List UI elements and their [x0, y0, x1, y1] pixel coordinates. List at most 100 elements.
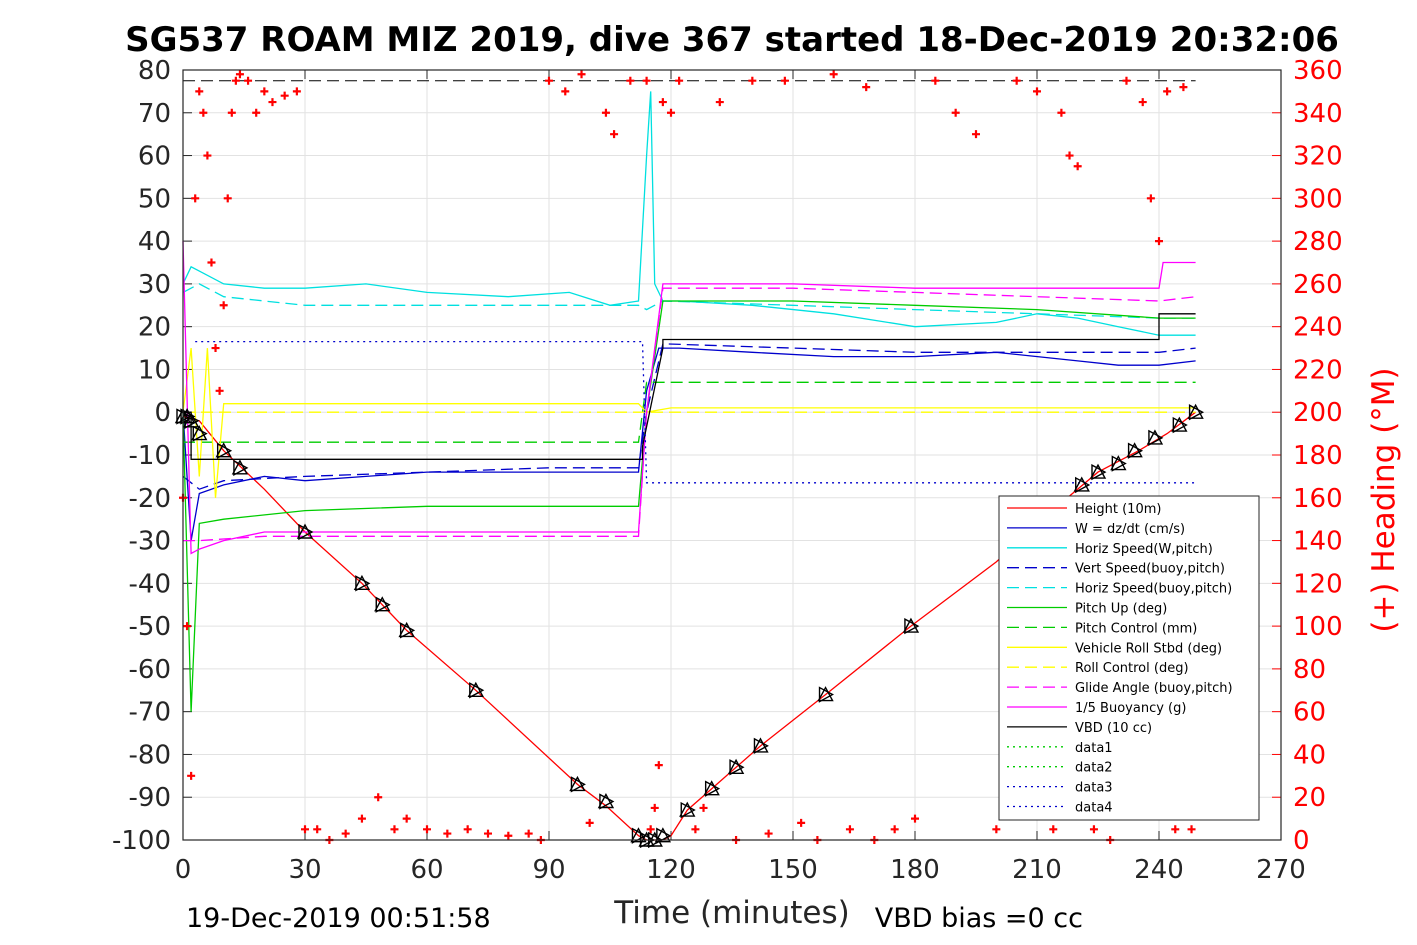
y-left-tick-label: 0 — [154, 398, 171, 428]
heading-point — [423, 825, 431, 834]
heading-point — [890, 825, 899, 834]
marker-triangle — [375, 596, 391, 613]
heading-point — [780, 76, 789, 85]
y-right-axis-label: (+) Heading (°M) — [1366, 367, 1402, 632]
heading-point — [748, 76, 757, 85]
series-line-4 — [182, 283, 1196, 319]
y-left-tick-label: -30 — [129, 527, 171, 557]
heading-point — [675, 76, 684, 85]
marker-triangle — [1188, 404, 1205, 421]
marker-triangle — [1172, 416, 1188, 434]
heading-point — [585, 818, 594, 827]
heading-point — [1179, 83, 1188, 92]
legend-label: Vert Speed(buoy,pitch) — [1075, 562, 1225, 577]
heading-point — [626, 76, 635, 85]
y-left-tick-label: 60 — [138, 142, 171, 172]
heading-point — [260, 87, 269, 96]
heading-point — [524, 829, 533, 838]
marker-triangle — [1127, 442, 1144, 459]
heading-point — [215, 386, 224, 395]
heading-point — [374, 793, 383, 802]
series-line-9 — [183, 287, 1196, 542]
y-left-tick-label: -10 — [129, 441, 171, 471]
marker-triangle — [298, 523, 314, 541]
heading-point — [1049, 825, 1058, 834]
marker-triangle — [570, 776, 586, 793]
series-line-7 — [182, 348, 1196, 498]
x-tick-label: 30 — [288, 855, 321, 885]
heading-point — [642, 76, 651, 85]
heading-point — [764, 829, 773, 838]
heading-point — [829, 70, 838, 79]
y-left-tick-label: 80 — [138, 56, 171, 86]
marker-triangle-up — [1089, 463, 1107, 479]
heading-point — [1012, 76, 1021, 85]
heading-point — [313, 825, 322, 834]
y-right-tick-label: 240 — [1293, 313, 1343, 343]
x-tick-label: 120 — [646, 855, 696, 885]
marker-triangle-up — [353, 574, 371, 591]
marker-triangle-up — [1187, 403, 1204, 419]
legend-label: Height (10m) — [1075, 502, 1161, 517]
legend-label: Horiz Speed(buoy,pitch) — [1075, 582, 1232, 597]
y-right-tick-label: 340 — [1293, 99, 1343, 129]
marker-triangle-up — [597, 793, 615, 809]
heading-point — [715, 98, 724, 107]
y-left-tick-label: 30 — [138, 270, 171, 300]
series-line-10 — [182, 241, 1196, 555]
legend-label: Glide Angle (buoy,pitch) — [1075, 681, 1233, 696]
heading-point — [227, 108, 236, 117]
series-line-2 — [182, 91, 1196, 336]
marker-triangle-up — [374, 596, 391, 612]
heading-point — [292, 87, 301, 96]
marker-triangle-up — [398, 621, 415, 638]
heading-point — [235, 70, 244, 79]
heading-point — [203, 151, 212, 160]
heading-point — [667, 108, 675, 117]
heading-point — [654, 761, 663, 770]
y-right-tick-label: 260 — [1293, 270, 1343, 300]
x-tick-label: 90 — [532, 855, 565, 885]
heading-point — [1122, 76, 1131, 85]
plot-frame — [182, 69, 1282, 841]
heading-points — [179, 70, 1196, 844]
heading-point — [691, 825, 700, 834]
x-tick-label: 180 — [890, 855, 940, 885]
heading-point — [601, 108, 610, 117]
y-left-tick-label: -90 — [129, 783, 171, 813]
heading-point — [223, 194, 232, 203]
heading-point — [301, 825, 309, 834]
marker-triangle — [184, 412, 200, 429]
footer-vbd-bias: VBD bias =0 cc — [875, 903, 1083, 934]
y-left-tick-label: 40 — [138, 227, 171, 257]
legend-label: data2 — [1075, 761, 1113, 776]
heading-point — [199, 108, 208, 117]
marker-triangle — [656, 827, 672, 844]
marker-triangle — [631, 827, 647, 844]
marker-triangle-up — [1110, 455, 1127, 471]
legend-label: Vehicle Roll Stbd (deg) — [1075, 641, 1222, 656]
marker-triangle-up — [703, 780, 720, 796]
legend-label: Pitch Control (mm) — [1075, 621, 1197, 636]
y-right-tick-label: 280 — [1293, 227, 1343, 257]
legend-label: data4 — [1075, 801, 1113, 816]
y-left-tick-label: 10 — [138, 355, 171, 385]
y-right-tick-label: 360 — [1293, 56, 1343, 86]
heading-point — [1033, 87, 1041, 96]
marker-triangle — [355, 575, 371, 592]
heading-point — [845, 825, 854, 834]
heading-point — [650, 803, 659, 812]
heading-point — [911, 814, 919, 823]
y-left-tick-label: -40 — [129, 569, 171, 599]
y-left-tick-label: 20 — [138, 313, 171, 343]
y-right-tick-label: 40 — [1293, 740, 1326, 770]
marker-triangle-up — [817, 686, 834, 702]
marker-triangle — [680, 801, 696, 819]
marker-triangle — [904, 617, 920, 635]
heading-point — [187, 771, 196, 780]
series-line-3 — [182, 343, 1196, 490]
marker-triangle-up — [191, 425, 208, 441]
marker-triangle-up — [727, 758, 745, 774]
heading-point — [504, 831, 513, 840]
series-line-14 — [195, 340, 1196, 484]
